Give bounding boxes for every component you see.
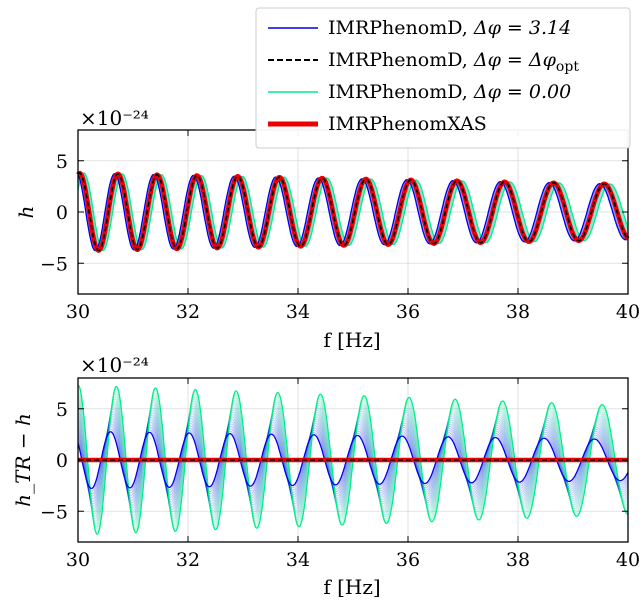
series-line-dphi-opt: [77, 172, 629, 252]
y-tick-label: 5: [56, 151, 68, 173]
legend-label: IMRPhenomD, Δφ = 3.14: [328, 17, 571, 39]
x-tick-label: 40: [616, 301, 640, 323]
y-tick-label: 5: [56, 399, 68, 421]
bottom-y-scale-label: ×10⁻²⁴: [80, 353, 149, 377]
x-tick-label: 38: [506, 549, 530, 571]
x-tick-label: 40: [616, 549, 640, 571]
bottom-y-axis-label: h_TR − h: [11, 413, 35, 507]
legend-label: IMRPhenomD, Δφ = Δφopt: [328, 49, 579, 75]
fill-curve: [77, 172, 629, 252]
y-tick-label: 0: [56, 450, 68, 472]
x-tick-label: 36: [396, 549, 420, 571]
fill-curve: [77, 173, 629, 252]
top-y-axis-label: h: [14, 206, 38, 219]
x-tick-label: 32: [176, 549, 200, 571]
y-tick-label: −5: [40, 253, 68, 275]
fill-curve: [77, 172, 629, 252]
bottom-ticks: 30 32 34 36 38 40 −5 0 5: [40, 378, 640, 571]
top-panel: 30 32 34 36 38 40 −5 0 5 ×10⁻²⁴ f [Hz] h: [14, 106, 640, 352]
x-tick-label: 38: [506, 301, 530, 323]
legend: IMRPhenomD, Δφ = 3.14 IMRPhenomD, Δφ = Δφ…: [255, 7, 631, 149]
top-ticks: 30 32 34 36 38 40 −5 0 5: [40, 130, 640, 323]
top-y-scale-label: ×10⁻²⁴: [80, 106, 149, 130]
y-tick-label: −5: [40, 501, 68, 523]
x-tick-label: 36: [396, 301, 420, 323]
bottom-panel: 30 32 34 36 38 40 −5 0 5 ×10⁻²⁴ f [Hz] h_TR − h: [11, 353, 640, 599]
x-tick-label: 34: [286, 549, 310, 571]
series-line-dphi-3.14: [77, 431, 629, 490]
top-x-axis-label: f [Hz]: [323, 328, 380, 352]
legend-box: [255, 7, 631, 149]
top-series-lines: [76, 170, 630, 253]
x-tick-label: 34: [286, 301, 310, 323]
fill-curve: [77, 172, 629, 251]
x-tick-label: 32: [176, 301, 200, 323]
fill-curve: [77, 418, 629, 502]
bottom-x-axis-label: f [Hz]: [323, 575, 380, 599]
bottom-series-lines: [77, 384, 629, 535]
x-tick-label: 30: [66, 549, 90, 571]
series-line-dphi-3.14: [77, 173, 629, 252]
x-tick-label: 30: [66, 301, 90, 323]
legend-label: IMRPhenomXAS: [328, 113, 487, 135]
legend-label: IMRPhenomD, Δφ = 0.00: [328, 81, 571, 103]
y-tick-label: 0: [56, 202, 68, 224]
series-line-dphi-0: [77, 172, 629, 252]
